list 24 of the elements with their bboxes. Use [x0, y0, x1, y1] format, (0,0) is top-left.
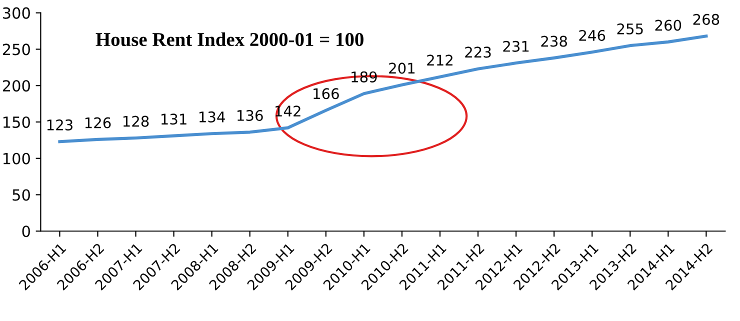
data-label: 134 [200, 111, 225, 122]
data-label: 126 [85, 117, 111, 128]
data-label: 260 [655, 20, 682, 31]
y-tick-label: 50 [12, 189, 30, 201]
data-label: 166 [314, 88, 339, 100]
y-tick-label: 0 [22, 226, 30, 238]
y-tick-label: 200 [2, 80, 30, 92]
data-label: 201 [389, 62, 415, 74]
y-tick-label: 300 [2, 7, 30, 19]
data-label: 255 [617, 23, 643, 34]
data-label: 268 [693, 14, 720, 25]
data-label: 131 [161, 114, 186, 125]
data-label: 231 [503, 40, 529, 52]
y-tick-label: 250 [2, 44, 30, 56]
text: House Rent Index 2000-01 = 100 [96, 32, 364, 46]
y-tick-label: 100 [3, 152, 30, 164]
data-label: 238 [541, 36, 567, 47]
y-tick-label: 150 [3, 116, 30, 128]
data-label: 136 [238, 110, 263, 122]
data-label: 223 [465, 46, 491, 58]
data-label: 123 [47, 119, 72, 130]
data-label: 246 [579, 30, 606, 41]
data-label: 212 [427, 54, 452, 66]
data-label: 128 [123, 116, 149, 127]
